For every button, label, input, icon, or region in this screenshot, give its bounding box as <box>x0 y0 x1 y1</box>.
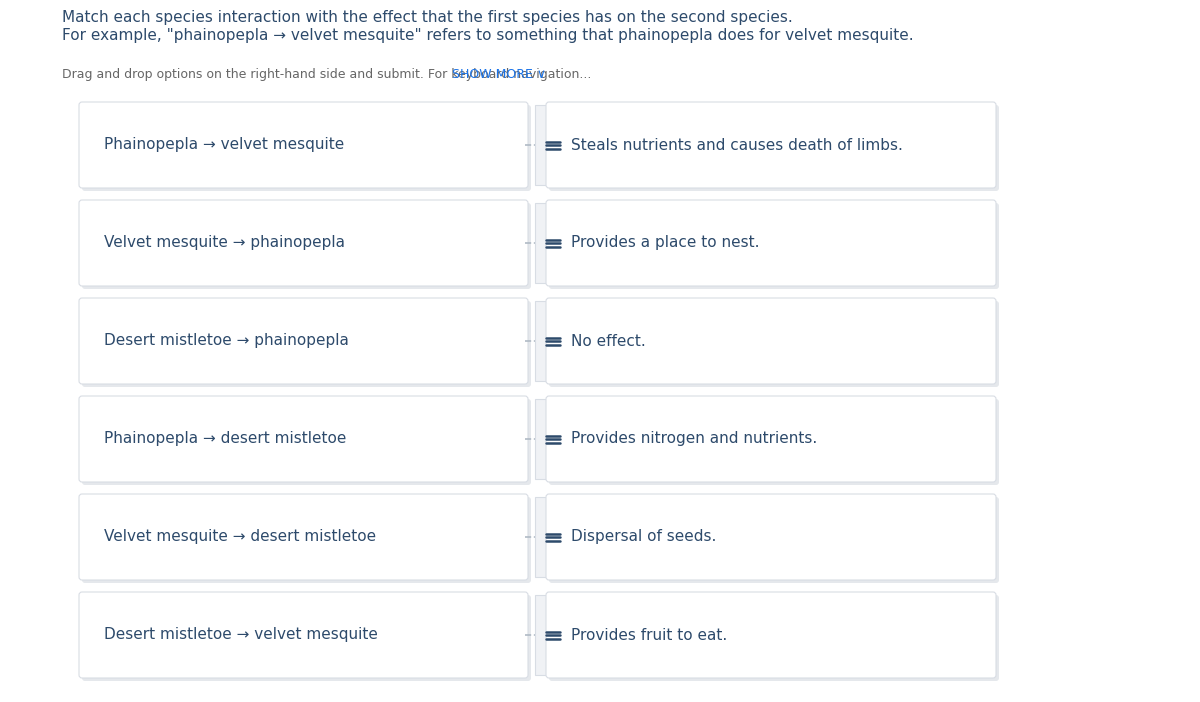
FancyBboxPatch shape <box>550 399 998 485</box>
FancyBboxPatch shape <box>550 105 998 191</box>
FancyBboxPatch shape <box>546 200 996 286</box>
FancyBboxPatch shape <box>79 494 528 580</box>
FancyBboxPatch shape <box>546 102 996 188</box>
Text: For example, "phainopepla → velvet mesquite" refers to something that phainopepl: For example, "phainopepla → velvet mesqu… <box>62 28 913 43</box>
Text: Phainopepla → desert mistletoe: Phainopepla → desert mistletoe <box>104 432 347 446</box>
FancyBboxPatch shape <box>535 399 571 479</box>
Text: No effect.: No effect. <box>571 333 646 348</box>
FancyBboxPatch shape <box>82 105 530 191</box>
FancyBboxPatch shape <box>79 200 528 286</box>
FancyBboxPatch shape <box>82 497 530 583</box>
FancyBboxPatch shape <box>535 203 571 283</box>
Text: Drag and drop options on the right-hand side and submit. For keyboard navigation: Drag and drop options on the right-hand … <box>62 68 592 81</box>
FancyBboxPatch shape <box>82 301 530 387</box>
FancyBboxPatch shape <box>79 592 528 678</box>
FancyBboxPatch shape <box>79 298 528 384</box>
FancyBboxPatch shape <box>546 592 996 678</box>
FancyBboxPatch shape <box>82 399 530 485</box>
FancyBboxPatch shape <box>535 105 571 185</box>
Text: Desert mistletoe → phainopepla: Desert mistletoe → phainopepla <box>104 333 349 348</box>
FancyBboxPatch shape <box>535 497 571 577</box>
Text: Provides a place to nest.: Provides a place to nest. <box>571 235 760 251</box>
FancyBboxPatch shape <box>546 396 996 482</box>
Text: Provides fruit to eat.: Provides fruit to eat. <box>571 628 727 642</box>
FancyBboxPatch shape <box>535 301 571 381</box>
FancyBboxPatch shape <box>550 203 998 289</box>
FancyBboxPatch shape <box>82 595 530 681</box>
FancyBboxPatch shape <box>550 301 998 387</box>
Text: Steals nutrients and causes death of limbs.: Steals nutrients and causes death of lim… <box>571 138 902 152</box>
FancyBboxPatch shape <box>79 102 528 188</box>
FancyBboxPatch shape <box>546 298 996 384</box>
Text: Dispersal of seeds.: Dispersal of seeds. <box>571 529 716 545</box>
Text: Velvet mesquite → desert mistletoe: Velvet mesquite → desert mistletoe <box>104 529 376 545</box>
Text: Phainopepla → velvet mesquite: Phainopepla → velvet mesquite <box>104 138 344 152</box>
FancyBboxPatch shape <box>550 595 998 681</box>
Text: Desert mistletoe → velvet mesquite: Desert mistletoe → velvet mesquite <box>104 628 378 642</box>
Text: Match each species interaction with the effect that the first species has on the: Match each species interaction with the … <box>62 10 793 25</box>
FancyBboxPatch shape <box>82 203 530 289</box>
Text: Velvet mesquite → phainopepla: Velvet mesquite → phainopepla <box>104 235 346 251</box>
FancyBboxPatch shape <box>535 595 571 675</box>
FancyBboxPatch shape <box>546 494 996 580</box>
Text: Provides nitrogen and nutrients.: Provides nitrogen and nutrients. <box>571 432 817 446</box>
Text: SHOW MORE ∨: SHOW MORE ∨ <box>452 68 546 81</box>
FancyBboxPatch shape <box>550 497 998 583</box>
FancyBboxPatch shape <box>79 396 528 482</box>
